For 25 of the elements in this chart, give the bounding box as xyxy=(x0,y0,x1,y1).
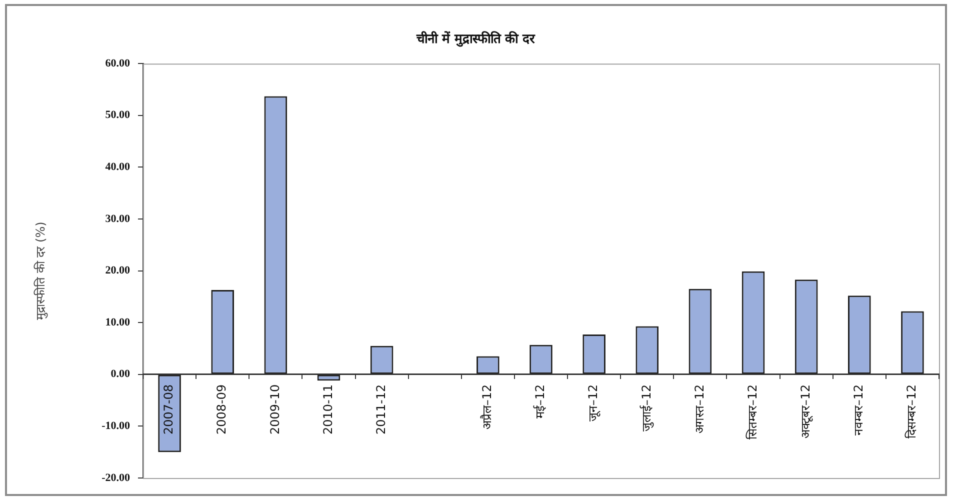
y-tick-label: -10.00 xyxy=(102,420,130,432)
y-tick-label: -20.00 xyxy=(102,472,130,484)
chart-title: चीनी में मुद्रास्फीति की दर xyxy=(415,31,536,48)
x-tick-label: जुलाई–12 xyxy=(639,384,654,432)
y-tick-label: 10.00 xyxy=(105,316,130,328)
x-tick-label: 2007-08 xyxy=(162,384,176,435)
x-tick-label: 2011-12 xyxy=(374,384,388,435)
x-tick-label: जून–12 xyxy=(586,384,602,422)
y-tick-label: 40.00 xyxy=(105,161,130,174)
y-tick-label: 0.00 xyxy=(110,368,130,380)
y-tick-label: 60.00 xyxy=(105,57,130,70)
x-tick-label: मई–12 xyxy=(533,384,548,419)
y-tick-label: 30.00 xyxy=(105,212,130,225)
x-tick-label: अक्टूबर–12 xyxy=(798,384,814,439)
x-tick-label: अप्रैल–12 xyxy=(480,384,494,430)
x-tick-label: 2009-10 xyxy=(268,384,282,435)
y-tick-label: 20.00 xyxy=(105,264,130,277)
x-tick-label: 2010-11 xyxy=(320,384,335,435)
x-tick-label: अगस्त–12 xyxy=(692,384,706,434)
x-tick-label: सितम्बर–12 xyxy=(745,384,760,440)
x-tick-label: नवम्बर–12 xyxy=(852,384,866,436)
x-tick-label: 2008-09 xyxy=(214,384,229,435)
y-tick-label: 50.00 xyxy=(105,109,130,122)
x-tick-label: दिसम्बर–12 xyxy=(904,384,919,439)
y-axis-title: मुद्रास्फीति की दर (%) xyxy=(33,222,48,320)
